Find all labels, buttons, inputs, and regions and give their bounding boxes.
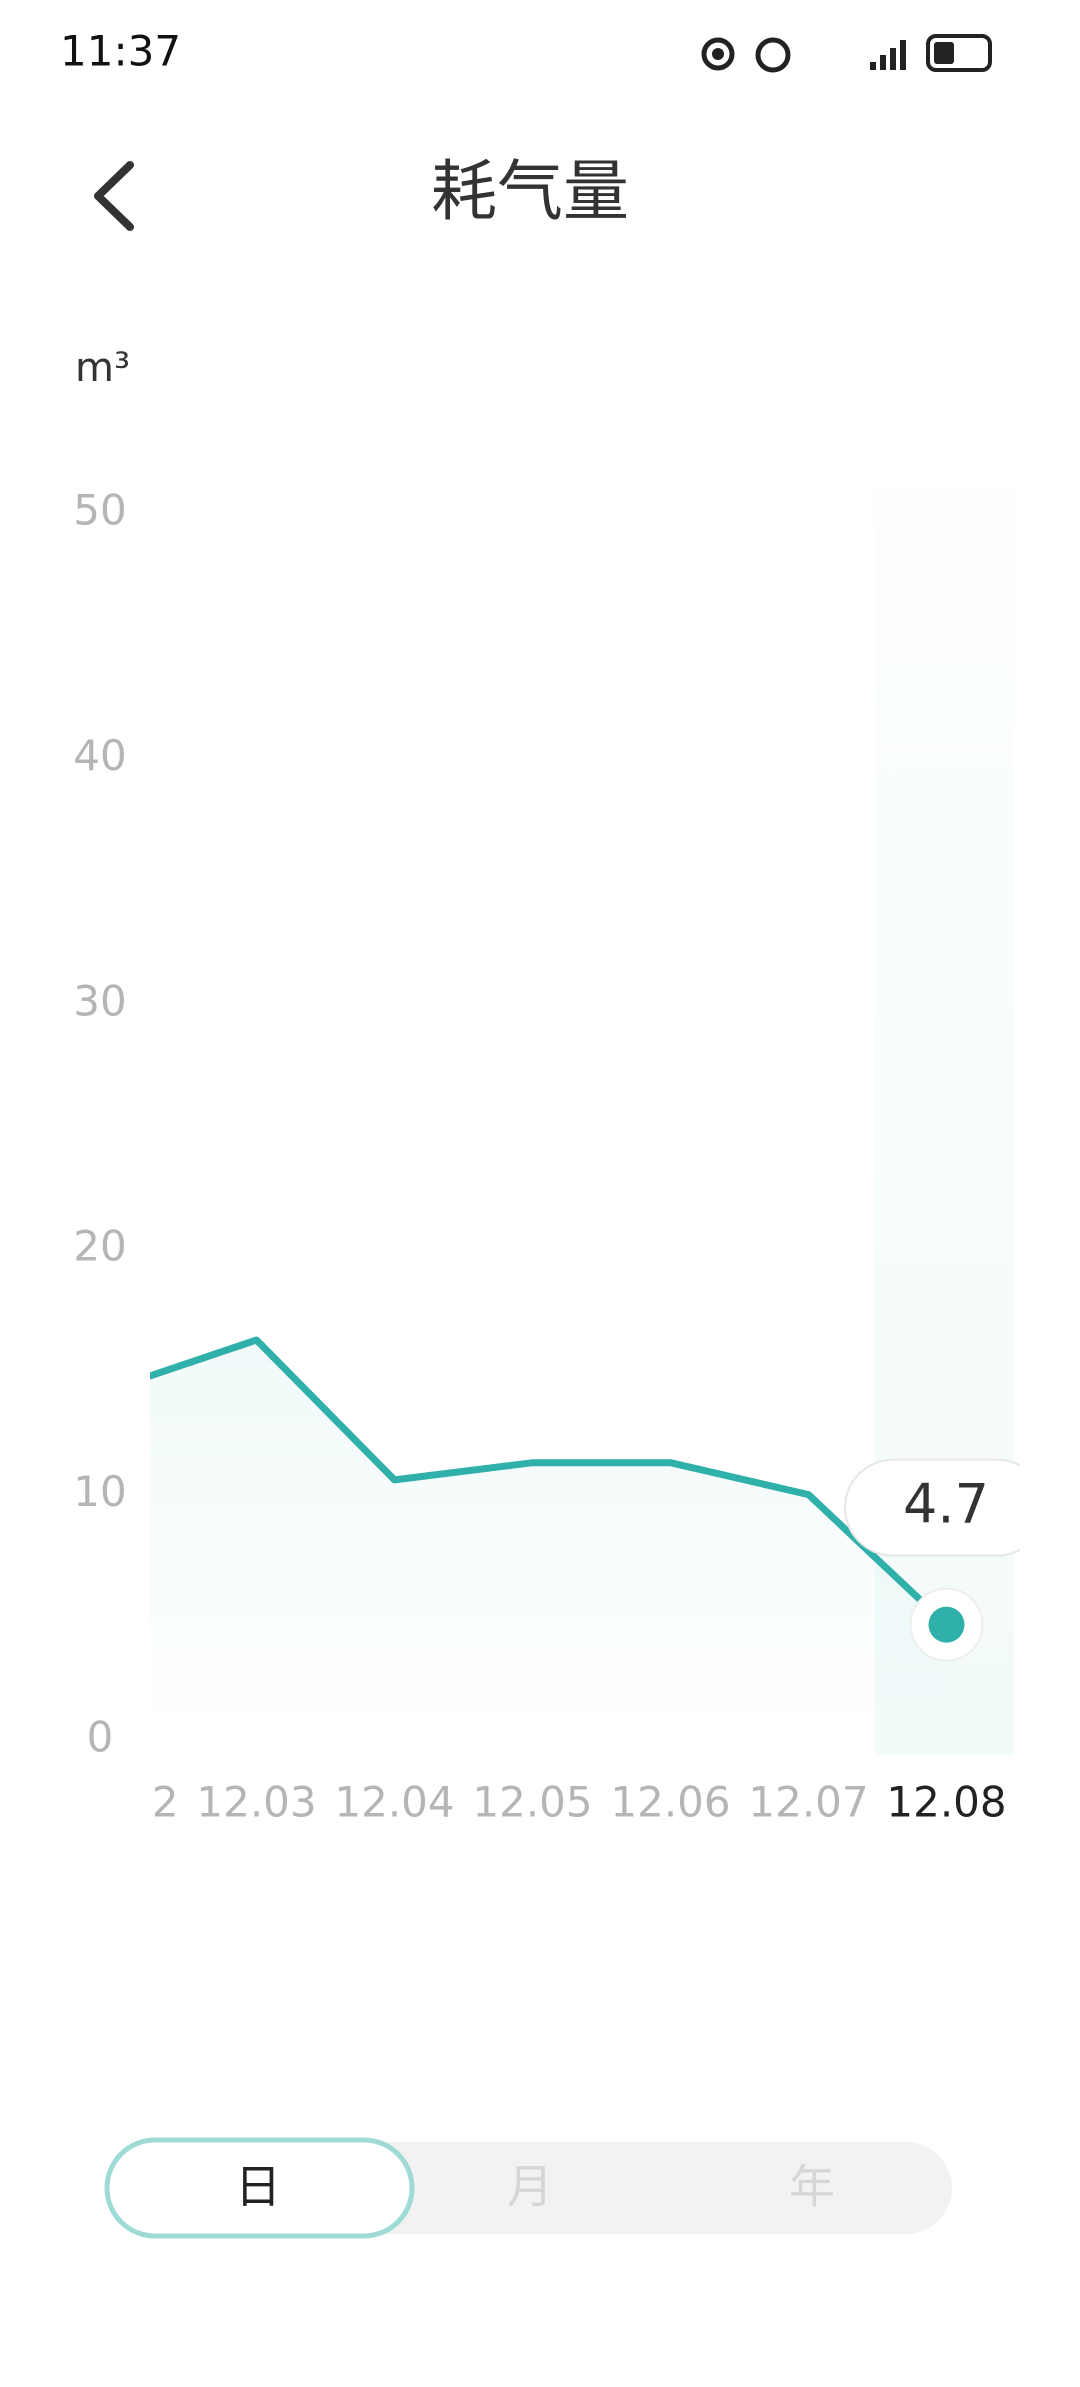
status-icons xyxy=(701,34,992,73)
y-tick-label: 20 xyxy=(73,1222,126,1271)
page-title: 耗气量 xyxy=(431,153,629,230)
selected-column xyxy=(875,488,1014,1755)
y-tick-label: 0 xyxy=(87,1713,114,1762)
y-unit: m³ xyxy=(75,345,130,391)
plot: 12.02 12.03 12.04 12.05 12.06 12.07 12.08 4.7 xyxy=(58,1336,1020,1827)
y-tick-label: 10 xyxy=(73,1467,126,1516)
tooltip-value: 4.7 xyxy=(903,1472,989,1535)
y-tick-label: 50 xyxy=(73,486,126,535)
tab-selected xyxy=(104,2137,415,2239)
x-tick-label: 12.02 xyxy=(58,1778,178,1827)
y-tick-label: 30 xyxy=(73,976,126,1025)
y-tick-label: 40 xyxy=(73,731,126,780)
tab[interactable]: 月 xyxy=(507,2160,553,2214)
x-tick-label: 12.04 xyxy=(334,1778,454,1827)
area xyxy=(150,1340,947,1740)
point xyxy=(928,1606,965,1643)
x-tick-label: 12.03 xyxy=(196,1778,316,1827)
line xyxy=(150,1336,949,1628)
tab-bar: 日月年 xyxy=(104,2137,952,2239)
back-button[interactable] xyxy=(94,161,134,231)
x-tick-label: 12.07 xyxy=(748,1778,868,1827)
tab[interactable]: 年 xyxy=(789,2160,835,2214)
x-tick-label: 12.08 xyxy=(886,1778,1006,1827)
status-time: 11:37 xyxy=(60,27,181,76)
tooltip xyxy=(844,1458,1020,1557)
tab[interactable]: 日 xyxy=(235,2160,281,2214)
x-tick-label: 12.06 xyxy=(610,1778,730,1827)
x-tick-label: 12.05 xyxy=(472,1778,592,1827)
